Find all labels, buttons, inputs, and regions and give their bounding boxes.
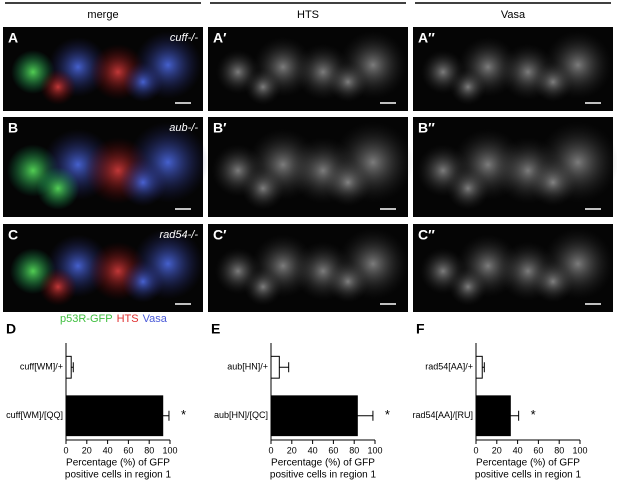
- genotype-label: cuff-/-: [170, 32, 198, 44]
- x-axis-label: Percentage (%) of GFP: [66, 458, 170, 469]
- micrograph: [413, 117, 617, 217]
- x-tick-label: 100: [367, 445, 382, 455]
- x-tick-label: 80: [554, 445, 564, 455]
- micrograph: [208, 27, 408, 111]
- legend-entry: p53R-GFP: [60, 313, 113, 325]
- tissue: [328, 62, 368, 102]
- x-tick-label: 0: [268, 445, 273, 455]
- micrograph: [3, 224, 204, 312]
- panel-label: C″: [418, 227, 435, 243]
- bar: [270, 355, 280, 379]
- x-axis-label: positive cells in region 1: [475, 470, 582, 480]
- micrograph: [208, 117, 414, 217]
- x-tick-label: 60: [123, 445, 133, 455]
- x-tick-label: 20: [492, 445, 502, 455]
- genotype-label: aub-/-: [169, 122, 198, 134]
- tissue: [529, 158, 577, 207]
- x-tick-label: 60: [533, 445, 543, 455]
- micrograph: [413, 27, 613, 111]
- x-axis-label: Percentage (%) of GFP: [476, 458, 580, 469]
- x-axis-label: positive cells in region 1: [270, 470, 377, 480]
- bar: [475, 395, 511, 437]
- category-label: cuff[WM]/[QQ]: [6, 410, 63, 420]
- micrograph: [3, 117, 209, 217]
- tissue: [39, 268, 77, 306]
- x-axis-label: positive cells in region 1: [65, 470, 172, 480]
- x-tick-label: 0: [473, 445, 478, 455]
- panel-label: D: [6, 321, 16, 337]
- tissue: [119, 158, 167, 207]
- micrograph: [413, 224, 614, 312]
- tissue: [446, 167, 490, 210]
- category-label: aub[HN]/[QC]: [214, 410, 268, 420]
- column-header: merge: [87, 9, 118, 21]
- tissue: [533, 62, 573, 102]
- bar: [65, 355, 72, 379]
- column-header: Vasa: [501, 9, 526, 21]
- significance-mark: *: [181, 407, 186, 422]
- category-label: aub[HN]/+: [227, 362, 268, 372]
- panel-label: B: [8, 120, 18, 136]
- x-axis-label: Percentage (%) of GFP: [271, 458, 375, 469]
- panel-label: A: [8, 30, 18, 46]
- tissue: [40, 69, 76, 105]
- tissue: [245, 69, 281, 105]
- panel-label: C′: [213, 227, 227, 243]
- bar: [270, 395, 358, 437]
- panel-label: B″: [418, 120, 435, 136]
- tissue: [241, 167, 285, 210]
- micrograph: [208, 224, 409, 312]
- tissue: [532, 260, 574, 303]
- category-label: rad54[AA]/[RU]: [412, 410, 473, 420]
- tissue: [122, 260, 164, 303]
- legend-entry: Vasa: [143, 313, 168, 325]
- micrograph: [3, 27, 203, 111]
- panel-label: A′: [213, 30, 227, 46]
- panel-label: B′: [213, 120, 227, 136]
- panel-label: C: [8, 227, 18, 243]
- x-tick-label: 40: [103, 445, 113, 455]
- x-tick-label: 100: [162, 445, 177, 455]
- significance-mark: *: [531, 407, 536, 422]
- panel-label: F: [416, 321, 425, 337]
- tissue: [244, 268, 282, 306]
- channel-legend: p53R-GFP HTS Vasa: [60, 313, 168, 325]
- category-label: rad54[AA]/+: [425, 362, 473, 372]
- legend-entry: HTS: [117, 313, 139, 325]
- x-tick-label: 40: [308, 445, 318, 455]
- panel-label: E: [211, 321, 220, 337]
- tissue: [36, 167, 80, 210]
- x-tick-label: 80: [349, 445, 359, 455]
- bar: [475, 355, 483, 379]
- tissue: [449, 268, 487, 306]
- x-tick-label: 100: [572, 445, 587, 455]
- tissue: [123, 62, 163, 102]
- column-header: HTS: [297, 9, 319, 21]
- tissue: [450, 69, 486, 105]
- x-tick-label: 0: [63, 445, 68, 455]
- x-tick-label: 20: [82, 445, 92, 455]
- x-tick-label: 80: [144, 445, 154, 455]
- bar: [65, 395, 164, 437]
- x-tick-label: 20: [287, 445, 297, 455]
- x-tick-label: 40: [513, 445, 523, 455]
- tissue: [324, 158, 372, 207]
- panel-label: A″: [418, 30, 435, 46]
- category-label: cuff[WM]/+: [20, 362, 63, 372]
- tissue: [327, 260, 369, 303]
- genotype-label: rad54-/-: [159, 229, 198, 241]
- significance-mark: *: [385, 407, 390, 422]
- x-tick-label: 60: [328, 445, 338, 455]
